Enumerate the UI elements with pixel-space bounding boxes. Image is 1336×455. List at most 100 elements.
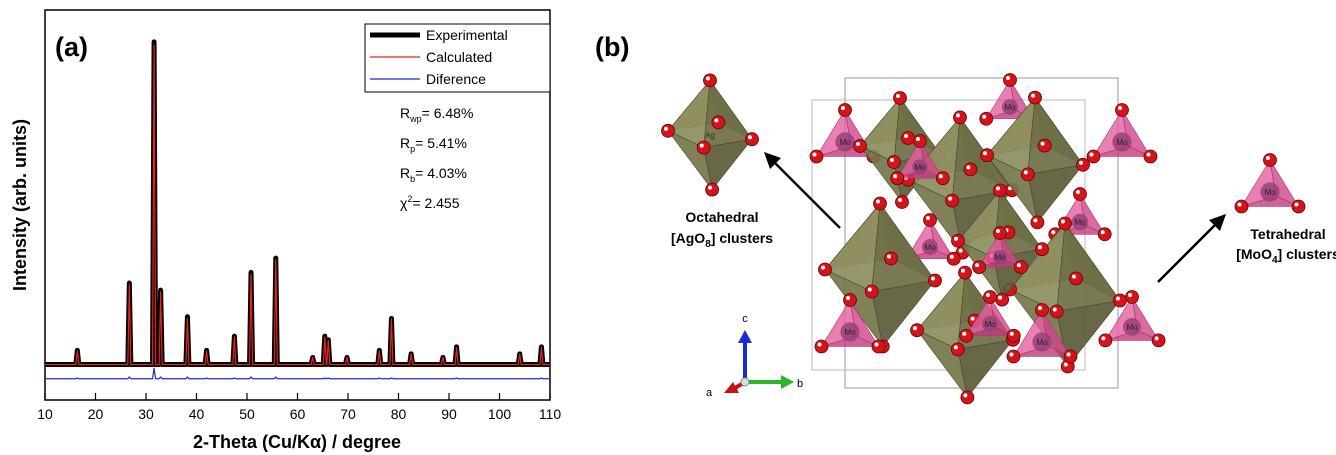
atom-highlight [926, 216, 930, 220]
x-tick-label: 90 [441, 406, 457, 422]
oxygen-atom [1030, 215, 1045, 230]
value-text: = 4.03% [415, 165, 467, 181]
oxygen-atom [983, 290, 997, 304]
x-tick-label: 10 [37, 406, 53, 422]
label-part: [MoO [1236, 246, 1272, 262]
molybdenum-atom [982, 316, 998, 332]
octahedron-face [957, 339, 1014, 399]
atom-highlight [904, 134, 908, 138]
oxygen-atom [958, 265, 972, 280]
molybdenum-atom [922, 239, 938, 255]
atom-highlight [966, 165, 971, 170]
arrow [764, 152, 1226, 283]
series-line [45, 367, 550, 380]
oxygen-atom [910, 323, 924, 338]
x-axis-label: 2-Theta (Cu/Kα) / degree [193, 432, 401, 452]
oxygen-atom [864, 284, 879, 299]
atom-label: Mo [839, 138, 851, 147]
octahedron-face [1027, 96, 1084, 175]
atom-highlight [916, 137, 920, 141]
atom-highlight [821, 265, 825, 270]
octahedron-face [703, 138, 753, 191]
oxygen-atom [661, 123, 675, 138]
oxygen-atom [1125, 290, 1139, 304]
superscript: 2 [407, 194, 412, 204]
atom-highlight [893, 174, 898, 179]
oxygen-atom [1058, 216, 1072, 231]
oxygen-atom [993, 183, 1007, 198]
atom-highlight [963, 393, 968, 398]
molybdenum-atom [1260, 182, 1280, 202]
atom-highlight [954, 236, 958, 241]
atom-highlight [1023, 170, 1028, 175]
oxygen-atom [972, 260, 986, 275]
molybdenum-atom [1123, 318, 1141, 336]
x-tick-label: 20 [88, 406, 104, 422]
octahedral-label: Octahedral [685, 209, 758, 225]
oxygen-atom [901, 131, 915, 145]
symbol: R [400, 165, 410, 181]
oxygen-atom [951, 233, 965, 248]
oxygen-atom [1076, 157, 1090, 172]
oxygen-atom [1097, 227, 1112, 242]
oxygen-atom [1014, 260, 1028, 275]
x-tick-label: 110 [539, 406, 562, 422]
b-axis-head [781, 375, 794, 389]
atom-highlight [1038, 245, 1042, 250]
y-axis-label: Intensity (arb. units) [10, 119, 30, 291]
atom-highlight [876, 199, 880, 204]
atom-highlight [1040, 141, 1045, 146]
origin [740, 377, 750, 387]
atom-label: Mo [914, 163, 926, 172]
atom-label: Mo [1116, 138, 1128, 147]
atom-highlight [890, 158, 894, 162]
oxygen-atom [1234, 199, 1249, 214]
legend-label: Diference [426, 71, 486, 87]
unit-cell [811, 99, 1086, 371]
atom-highlight [708, 185, 713, 190]
atom-highlight [1266, 156, 1270, 160]
oxygen-atom [945, 193, 960, 208]
oxygen-atom [1035, 303, 1049, 317]
x-tick-label: 30 [138, 406, 154, 422]
atom-highlight [983, 151, 987, 156]
oxygen-atom [809, 149, 824, 164]
atom-label: Mo [1264, 188, 1276, 197]
atom-highlight [812, 152, 817, 157]
fit-statistic: χ2= 2.455 [400, 194, 460, 211]
oxygen-atom [1143, 149, 1158, 164]
octahedron-face [1027, 164, 1084, 224]
atom-highlight [953, 345, 958, 350]
atom-highlight [948, 196, 953, 201]
atom-highlight [1033, 218, 1038, 223]
molybdenum-atom [992, 249, 1008, 265]
x-tick-label: 70 [340, 406, 356, 422]
label-subscript: 8 [705, 239, 711, 250]
oxygen-atom [818, 262, 832, 277]
atom-highlight [714, 118, 719, 123]
atom-highlight [961, 268, 965, 273]
atom-label: Mo [1036, 338, 1048, 347]
oxygen-atom [1263, 153, 1277, 167]
atom-highlight [1016, 263, 1021, 268]
arrow-line [1157, 221, 1219, 283]
label-part: [AgO [671, 230, 705, 246]
atom-highlight [982, 114, 987, 119]
atom-highlight [1063, 362, 1068, 367]
oxygen-atom [913, 134, 927, 148]
atom-highlight [1006, 76, 1010, 80]
atom-highlight [1089, 152, 1094, 157]
atom-highlight [1079, 160, 1083, 165]
oxygen-atom [1006, 349, 1021, 364]
atom-highlight [699, 143, 704, 148]
oxygen-atom [853, 139, 867, 153]
atom-highlight [949, 254, 954, 259]
oxygen-atom [1151, 333, 1166, 348]
subscript: p [410, 144, 415, 154]
oxygen-atom [893, 91, 907, 105]
molybdenum-atom [835, 132, 855, 152]
atom-highlight [1052, 307, 1057, 312]
atom-highlight [975, 263, 980, 268]
atom-label: Mo [994, 253, 1006, 262]
oxygen-atom [993, 226, 1007, 240]
